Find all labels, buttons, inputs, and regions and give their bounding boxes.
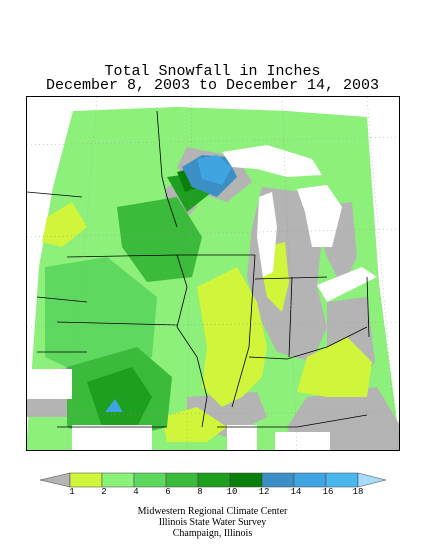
legend-swatch-16-18 <box>325 472 359 488</box>
mo-il-border <box>176 326 208 428</box>
oh-ky-border <box>248 326 368 360</box>
map-date-range: December 8, 2003 to December 14, 2003 <box>45 77 380 94</box>
ky-tn-border <box>217 414 368 428</box>
legend-tick-2: 2 <box>101 487 107 497</box>
il-in-border <box>231 254 256 408</box>
snowfall-map <box>27 97 399 450</box>
lake-superior <box>222 145 322 177</box>
map-frame <box>26 96 400 451</box>
snow-zone-blue14 <box>197 155 232 185</box>
ia-il-border <box>176 254 188 328</box>
nodata-patch-s2 <box>227 425 257 450</box>
legend-swatch-8-10 <box>197 472 231 488</box>
snow-zone-green8-sw <box>87 367 152 427</box>
lake-michigan <box>257 192 277 277</box>
ia-mo-border <box>56 321 178 326</box>
nodata-patch-w <box>27 369 72 399</box>
legend-tick-14: 14 <box>290 487 302 497</box>
legend-swatch-2-4 <box>101 472 135 488</box>
snow-zone-yellow-central <box>197 267 267 407</box>
snow-zone-yellow-south <box>162 407 227 442</box>
lake-huron <box>297 185 342 247</box>
legend-tick-6: 6 <box>165 487 171 497</box>
legend-tick-1: 1 <box>69 487 75 497</box>
credit-organization: Midwestern Regional Climate Center <box>137 506 288 517</box>
legend-tick-8: 8 <box>197 487 203 497</box>
legend-tick-12: 12 <box>258 487 270 497</box>
snow-zone-yellow-east <box>297 337 372 397</box>
legend-tick-4: 4 <box>133 487 139 497</box>
graticule <box>27 97 399 450</box>
snow-zone-green4-west <box>45 257 157 377</box>
mi-in-border <box>254 276 328 280</box>
legend-left-arrow <box>39 472 71 488</box>
legend-swatch-1-2 <box>69 472 103 488</box>
state-boundaries <box>27 110 370 428</box>
lake-erie <box>317 267 377 302</box>
snowfall-color-legend <box>39 472 387 488</box>
legend-tick-10: 10 <box>226 487 238 497</box>
legend-swatch-6-8 <box>165 472 199 488</box>
legend-swatch-14-16 <box>293 472 327 488</box>
legend-right-arrow <box>357 472 387 488</box>
legend-tick-16: 16 <box>322 487 334 497</box>
oh-pa-border <box>366 276 370 338</box>
credit-location: Champaign, Illinois <box>172 528 253 539</box>
snow-zone-green6-center <box>117 197 202 282</box>
snow-zone-blue-sw <box>105 399 123 412</box>
legend-tick-18: 18 <box>352 487 364 497</box>
in-oh-border <box>288 276 293 358</box>
nodata-patch-s1 <box>72 425 152 450</box>
mn-ia-border <box>66 254 178 258</box>
legend-swatch-10-12 <box>229 472 263 488</box>
map-title: Total Snowfall in Inches <box>104 63 321 80</box>
nodata-patch-s3 <box>275 432 330 450</box>
dakota-border <box>27 191 83 198</box>
credit-survey: Illinois State Water Survey <box>158 517 267 528</box>
sd-ne-border <box>36 296 88 303</box>
mn-wi-border <box>156 110 178 228</box>
legend-swatch-12-14 <box>261 472 295 488</box>
legend-swatch-4-6 <box>133 472 167 488</box>
